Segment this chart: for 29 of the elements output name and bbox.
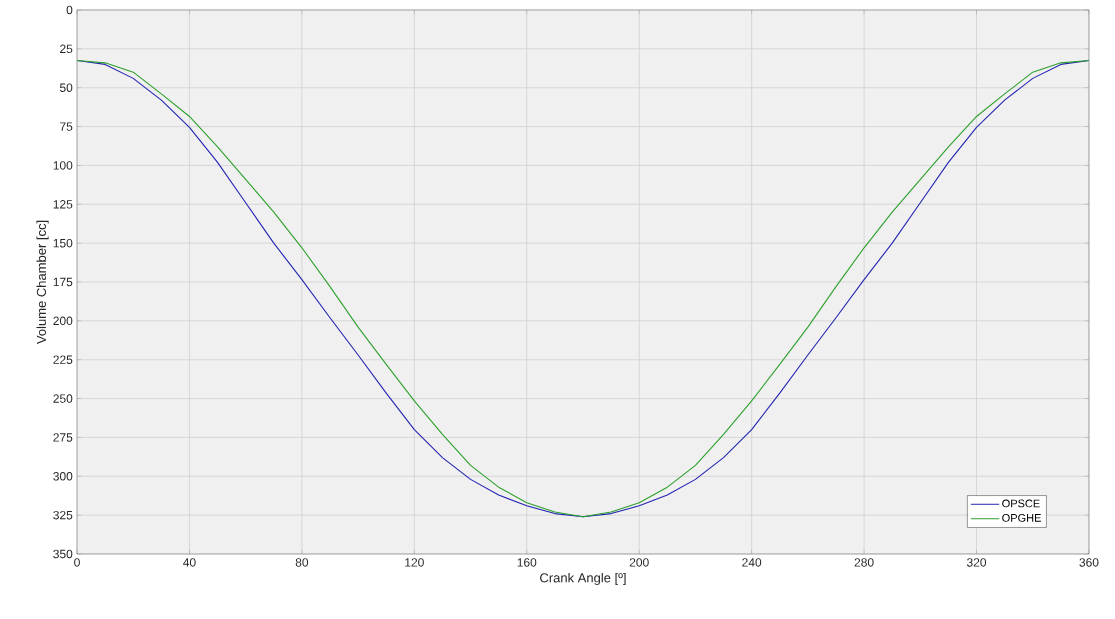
y-tick-label: 225 (53, 355, 73, 364)
y-tick-label: 75 (60, 122, 73, 131)
x-tick-label: 360 (1079, 558, 1099, 567)
x-tick-label: 120 (405, 558, 424, 567)
x-tick-label: 200 (629, 558, 649, 567)
y-tick-label: 0 (66, 5, 73, 15)
x-tick-label: 240 (742, 558, 762, 567)
y-tick-label: 325 (53, 510, 73, 520)
x-tick-label: 80 (295, 558, 309, 567)
y-axis-title: Volume Chamber [cc] (36, 220, 49, 345)
x-axis-title: Crank Angle [º] (540, 572, 626, 586)
y-tick-label: 200 (53, 316, 73, 326)
y-tick-label: 250 (53, 394, 73, 403)
y-tick-label: 275 (53, 433, 73, 442)
y-tick-label: 150 (53, 238, 73, 248)
y-tick-label: 175 (53, 277, 73, 287)
y-tick-label: 350 (53, 549, 73, 559)
legend-label: OPSCE (1002, 499, 1040, 508)
y-tick-label: 125 (53, 200, 73, 209)
y-tick-label: 50 (59, 83, 73, 92)
legend-label: OPGHE (1002, 514, 1041, 522)
x-tick-label: 320 (966, 558, 987, 567)
x-tick-label: 280 (854, 558, 874, 567)
x-tick-label: 160 (517, 558, 537, 567)
x-tick-label: 0 (74, 558, 80, 567)
y-tick-label: 300 (53, 472, 73, 481)
x-tick-label: 40 (183, 558, 196, 567)
y-tick-label: 25 (60, 44, 73, 54)
y-tick-label: 100 (53, 161, 73, 170)
